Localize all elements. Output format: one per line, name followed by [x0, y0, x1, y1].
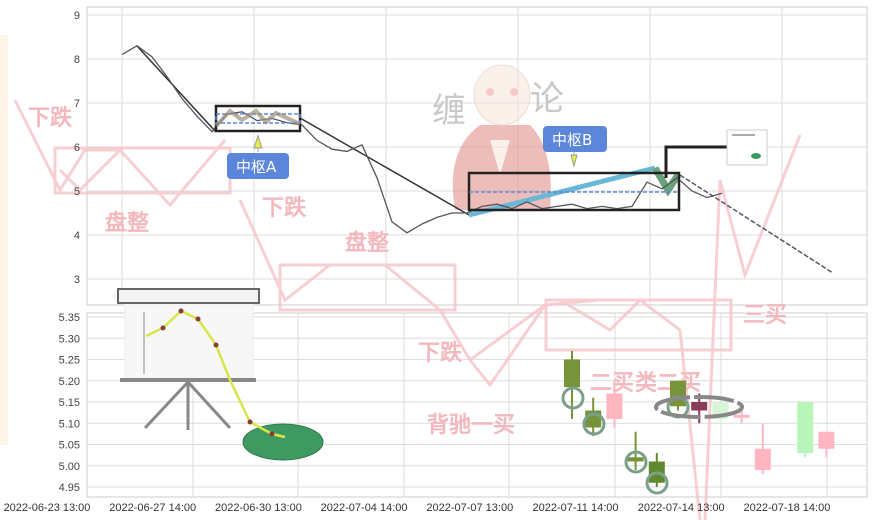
x-tick-label: 2022-07-04 14:00	[321, 502, 408, 514]
callout-box	[726, 129, 768, 166]
bottom-y-tick-label: 5.30	[59, 333, 80, 345]
x-tick-label: 2022-07-07 13:00	[426, 502, 513, 514]
buy-signal-circle	[561, 386, 585, 410]
watermark-buy2: 二买	[590, 371, 634, 396]
x-tick-label: 2022-07-14 13:00	[638, 502, 725, 514]
candlestick[interactable]	[648, 453, 665, 487]
candle-body	[797, 402, 814, 453]
callout-thumbnail[interactable]	[664, 129, 768, 178]
watermark-fall-2: 下跌	[262, 196, 307, 221]
watermark-consolidate-2: 盘整	[345, 230, 389, 256]
watermark-fall-3: 下跌	[418, 341, 463, 366]
buy-signal-circle	[582, 412, 606, 436]
highlight-ellipse	[654, 395, 744, 419]
watermark-quasi-buy2: 类二买	[635, 371, 701, 396]
candle-body	[627, 457, 644, 462]
top-y-tick-label: 7	[74, 98, 80, 110]
candlestick[interactable]	[606, 380, 623, 428]
candle-body	[691, 402, 708, 411]
zone-a[interactable]: 中枢A	[214, 104, 302, 179]
top-y-tick-label: 5	[74, 186, 80, 198]
top-y-tick-label: 3	[74, 274, 80, 286]
x-tick-label: 2022-06-30 13:00	[215, 502, 302, 514]
callout-connector	[664, 145, 727, 178]
bottom-y-tick-label: 5.05	[59, 440, 80, 452]
bottom-plot-frame	[86, 312, 868, 498]
candlestick[interactable]	[818, 431, 835, 458]
x-tick-label: 2022-07-18 14:00	[743, 502, 830, 514]
watermark-fall-1: 下跌	[28, 106, 73, 131]
signal-markers	[561, 386, 744, 495]
bottom-y-tick-label: 5.25	[59, 355, 80, 367]
candle-body	[818, 431, 835, 449]
bottom-y-tick-label: 5.35	[59, 312, 80, 324]
candlestick[interactable]	[712, 402, 729, 424]
watermark-buy3: 三买	[743, 303, 787, 328]
candle-body	[606, 393, 623, 419]
zone-b-label: 中枢B	[552, 131, 592, 149]
top-y-tick-label: 9	[74, 10, 80, 22]
candle-body	[733, 414, 750, 418]
presentation-easel-illustration	[117, 288, 324, 461]
candle-body	[670, 380, 686, 407]
watermark-brand-left: 缠	[432, 91, 466, 131]
top-y-tick-label: 8	[74, 54, 80, 66]
x-tick-label: 2022-06-23 13:00	[4, 502, 91, 514]
top-y-tick-label: 4	[74, 230, 80, 242]
candlestick[interactable]	[733, 410, 750, 424]
candle-body	[754, 448, 771, 470]
bottom-y-tick-label: 5.15	[59, 397, 80, 409]
zone-a-label: 中枢A	[236, 158, 277, 176]
bottom-y-tick-label: 5.20	[59, 376, 80, 388]
zone-b[interactable]: 中枢B	[467, 126, 681, 212]
candle-body	[564, 359, 580, 388]
callout-disc-icon	[751, 153, 761, 159]
price-line	[121, 45, 723, 234]
buy-signal-circle	[645, 471, 669, 495]
zone-b-label-bg	[543, 126, 607, 152]
mascot-monk-illustration	[452, 64, 551, 210]
candlestick[interactable]	[797, 402, 814, 458]
trend-line-down-2	[299, 117, 470, 216]
x-tick-label: 2022-07-11 14:00	[532, 502, 618, 514]
watermark-consolidate-1: 盘整	[105, 210, 149, 236]
top-plot-frame	[86, 6, 868, 306]
left-edge-strip	[0, 35, 8, 445]
bottom-y-tick-label: 5.10	[59, 418, 80, 430]
bottom-y-tick-label: 5.00	[59, 461, 80, 473]
zone-a-arrow-icon	[253, 134, 263, 149]
buy-signal-circle	[624, 450, 648, 474]
watermark-layer: 下跌 盘整 下跌 盘整 下跌 背驰一买 二买 类二买 三买 缠 论	[13, 64, 802, 520]
zone-a-strokes	[214, 108, 301, 128]
projection-line	[679, 174, 834, 274]
zone-b-arrow-icon	[570, 154, 578, 168]
bottom-y-tick-label: 4.95	[59, 482, 80, 494]
watermark-divergence-buy1: 背驰一买	[427, 413, 515, 438]
top-y-tick-label: 6	[74, 142, 80, 154]
trend-line-down-1	[136, 45, 217, 133]
zone-a-label-bg	[227, 153, 289, 179]
watermark-brand-right: 论	[530, 79, 564, 119]
x-tick-label: 2022-06-27 14:00	[109, 502, 196, 514]
candlestick[interactable]	[754, 423, 771, 475]
